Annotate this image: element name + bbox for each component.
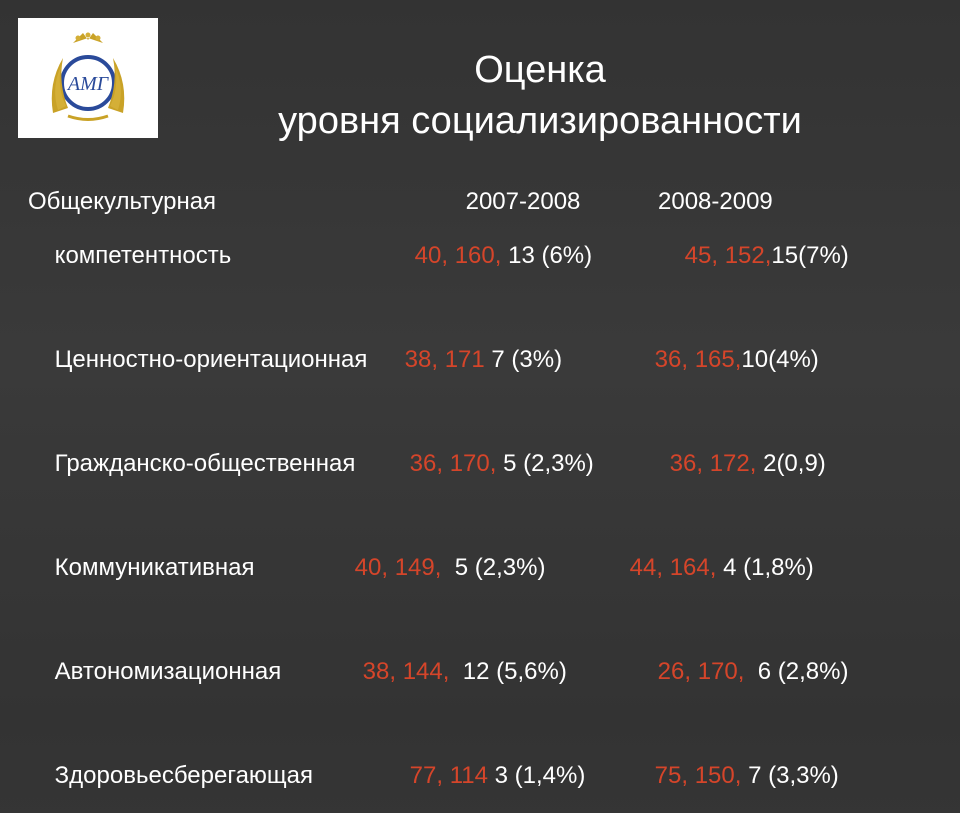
cell-6a: 77, 114 3 (1,4%) xyxy=(410,764,655,788)
label-6: Здоровьесберегающая xyxy=(55,764,410,788)
label-5: Автономизационная xyxy=(55,660,363,684)
row-health: Здоровьесберегающая77, 114 3 (1,4%)75, 1… xyxy=(28,740,932,812)
year-2007-2008: 2007-2008 xyxy=(388,190,658,214)
cell-5b: 26, 170, 6 (2,8%) xyxy=(658,660,849,684)
header-row-1: Общекультурная2007-20082008-2009 xyxy=(28,190,932,214)
row-autonomy: Автономизационная38, 144, 12 (5,6%)26, 1… xyxy=(28,636,932,708)
title-line-1: Оценка xyxy=(474,49,606,91)
row-competence: компетентность40, 160, 13 (6%)45, 152,15… xyxy=(28,220,932,292)
data-content: Общекультурная2007-20082008-2009 компете… xyxy=(28,190,932,812)
year-2008-2009: 2008-2009 xyxy=(658,190,773,214)
row-civic: Гражданско-общественная36, 170, 5 (2,3%)… xyxy=(28,428,932,500)
label-2: Ценностно-ориентационная xyxy=(55,348,405,372)
header-label-1: Общекультурная xyxy=(28,190,388,214)
logo-emblem: АМГ xyxy=(18,18,158,138)
cell-5a: 38, 144, 12 (5,6%) xyxy=(363,660,658,684)
cell-4b: 44, 164, 4 (1,8%) xyxy=(630,556,814,580)
label-3: Гражданско-общественная xyxy=(55,452,410,476)
cell-6b: 75, 150, 7 (3,3%) xyxy=(655,764,839,788)
wreath-icon: АМГ xyxy=(33,28,143,128)
svg-text:АМГ: АМГ xyxy=(66,73,110,95)
cell-1a: 40, 160, 13 (6%) xyxy=(415,244,685,268)
cell-3b: 36, 172, 2(0,9) xyxy=(670,452,826,476)
slide-title: Оценка уровня социализированности xyxy=(160,45,920,148)
header-label-2: компетентность xyxy=(55,244,415,268)
label-4: Коммуникативная xyxy=(55,556,355,580)
cell-3a: 36, 170, 5 (2,3%) xyxy=(410,452,670,476)
cell-1b: 45, 152,15(7%) xyxy=(685,244,849,268)
row-communicative: Коммуникативная40, 149, 5 (2,3%)44, 164,… xyxy=(28,532,932,604)
title-line-2: уровня социализированности xyxy=(278,100,802,142)
cell-2a: 38, 171 7 (3%) xyxy=(405,348,655,372)
cell-4a: 40, 149, 5 (2,3%) xyxy=(355,556,630,580)
row-value-orientation: Ценностно-ориентационная38, 171 7 (3%)36… xyxy=(28,324,932,396)
cell-2b: 36, 165,10(4%) xyxy=(655,348,819,372)
